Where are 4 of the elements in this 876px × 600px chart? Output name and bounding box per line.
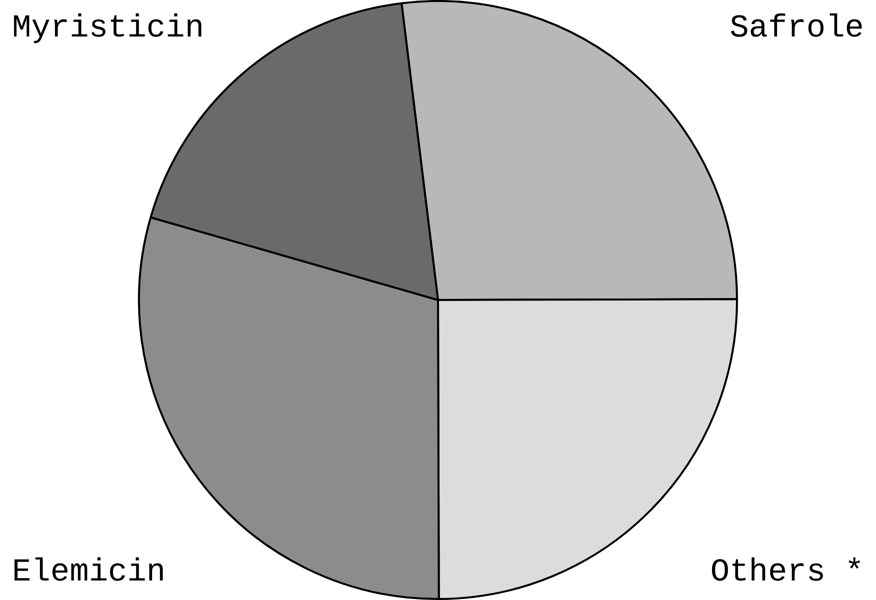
slice-label: Elemicin — [12, 553, 166, 590]
slice-label: Myristicin — [12, 9, 204, 46]
slice-label: Safrole — [730, 9, 864, 46]
slice-label: Others * — [710, 553, 864, 590]
